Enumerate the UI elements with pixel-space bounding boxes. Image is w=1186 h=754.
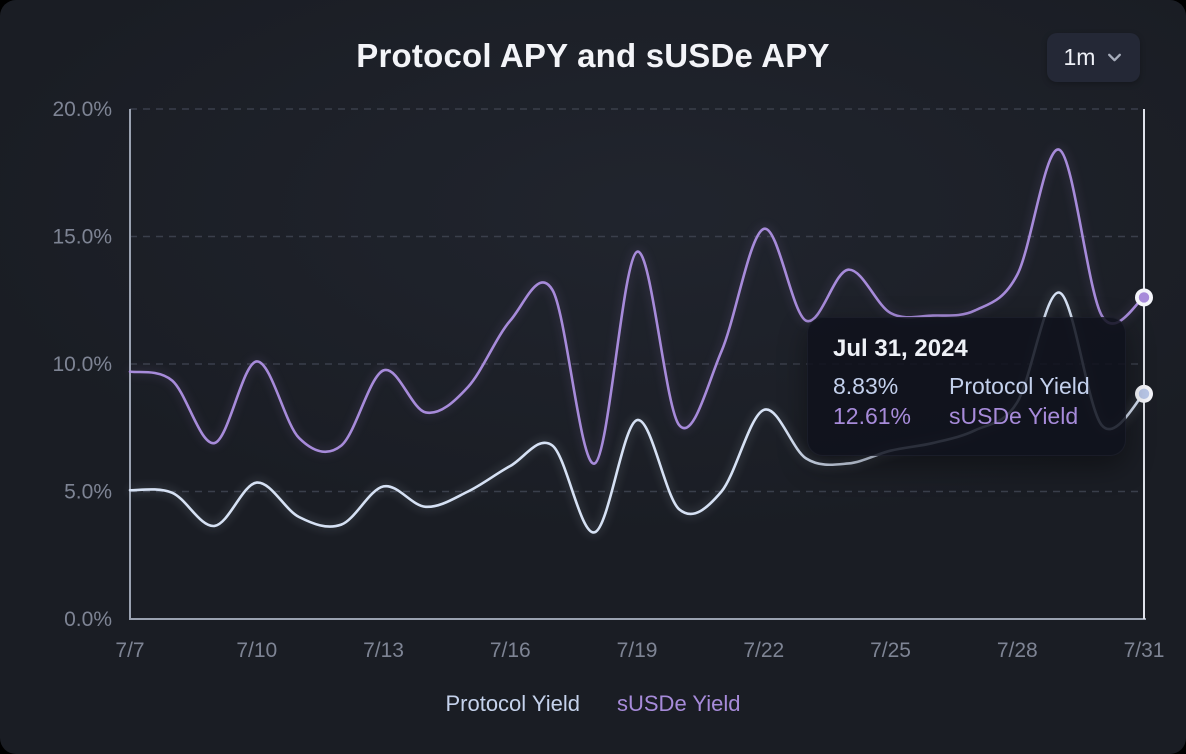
tooltip-value-susde: 12.61% bbox=[833, 403, 912, 429]
y-axis-label: 5.0% bbox=[64, 481, 112, 504]
susde-yield-line bbox=[128, 148, 1146, 465]
x-axis-label: 7/31 bbox=[1124, 639, 1165, 662]
tooltip-row-protocol: 8.83% Protocol Yield bbox=[833, 371, 1125, 401]
y-axis-label: 20.0% bbox=[52, 98, 112, 121]
protocol-yield-marker bbox=[1138, 388, 1150, 400]
range-selector-value: 1m bbox=[1063, 44, 1096, 70]
x-axis-label: 7/7 bbox=[115, 639, 144, 662]
legend-item-susde-yield[interactable]: sUSDe Yield bbox=[617, 691, 741, 716]
tooltip-label-susde: sUSDe Yield bbox=[949, 403, 1079, 429]
legend-item-protocol-yield[interactable]: Protocol Yield bbox=[445, 691, 580, 716]
chart-tooltip: Jul 31, 2024 8.83% Protocol Yield 12.61%… bbox=[807, 317, 1126, 456]
chart-legend: Protocol Yield sUSDe Yield bbox=[0, 691, 1186, 717]
susde-yield-marker bbox=[1138, 292, 1150, 303]
y-axis-label: 15.0% bbox=[52, 226, 112, 249]
range-selector[interactable]: 1m bbox=[1047, 33, 1140, 82]
tooltip-label-protocol: Protocol Yield bbox=[949, 373, 1090, 399]
tooltip-value-protocol: 8.83% bbox=[833, 373, 899, 399]
x-axis-label: 7/25 bbox=[870, 639, 911, 662]
chevron-down-icon bbox=[1108, 53, 1122, 62]
x-axis-label: 7/16 bbox=[490, 639, 531, 662]
page-title: Protocol APY and sUSDe APY bbox=[356, 37, 830, 74]
tooltip-date: Jul 31, 2024 bbox=[833, 335, 968, 362]
y-axis-label: 0.0% bbox=[64, 608, 112, 631]
x-axis-label: 7/28 bbox=[997, 639, 1038, 662]
y-axis-label: 10.0% bbox=[52, 353, 112, 376]
x-axis-label: 7/10 bbox=[236, 639, 277, 662]
tooltip-row-susde: 12.61% sUSDe Yield bbox=[833, 401, 1125, 431]
x-axis-label: 7/22 bbox=[743, 639, 784, 662]
x-axis-label: 7/13 bbox=[363, 639, 404, 662]
x-axis-label: 7/19 bbox=[617, 639, 658, 662]
